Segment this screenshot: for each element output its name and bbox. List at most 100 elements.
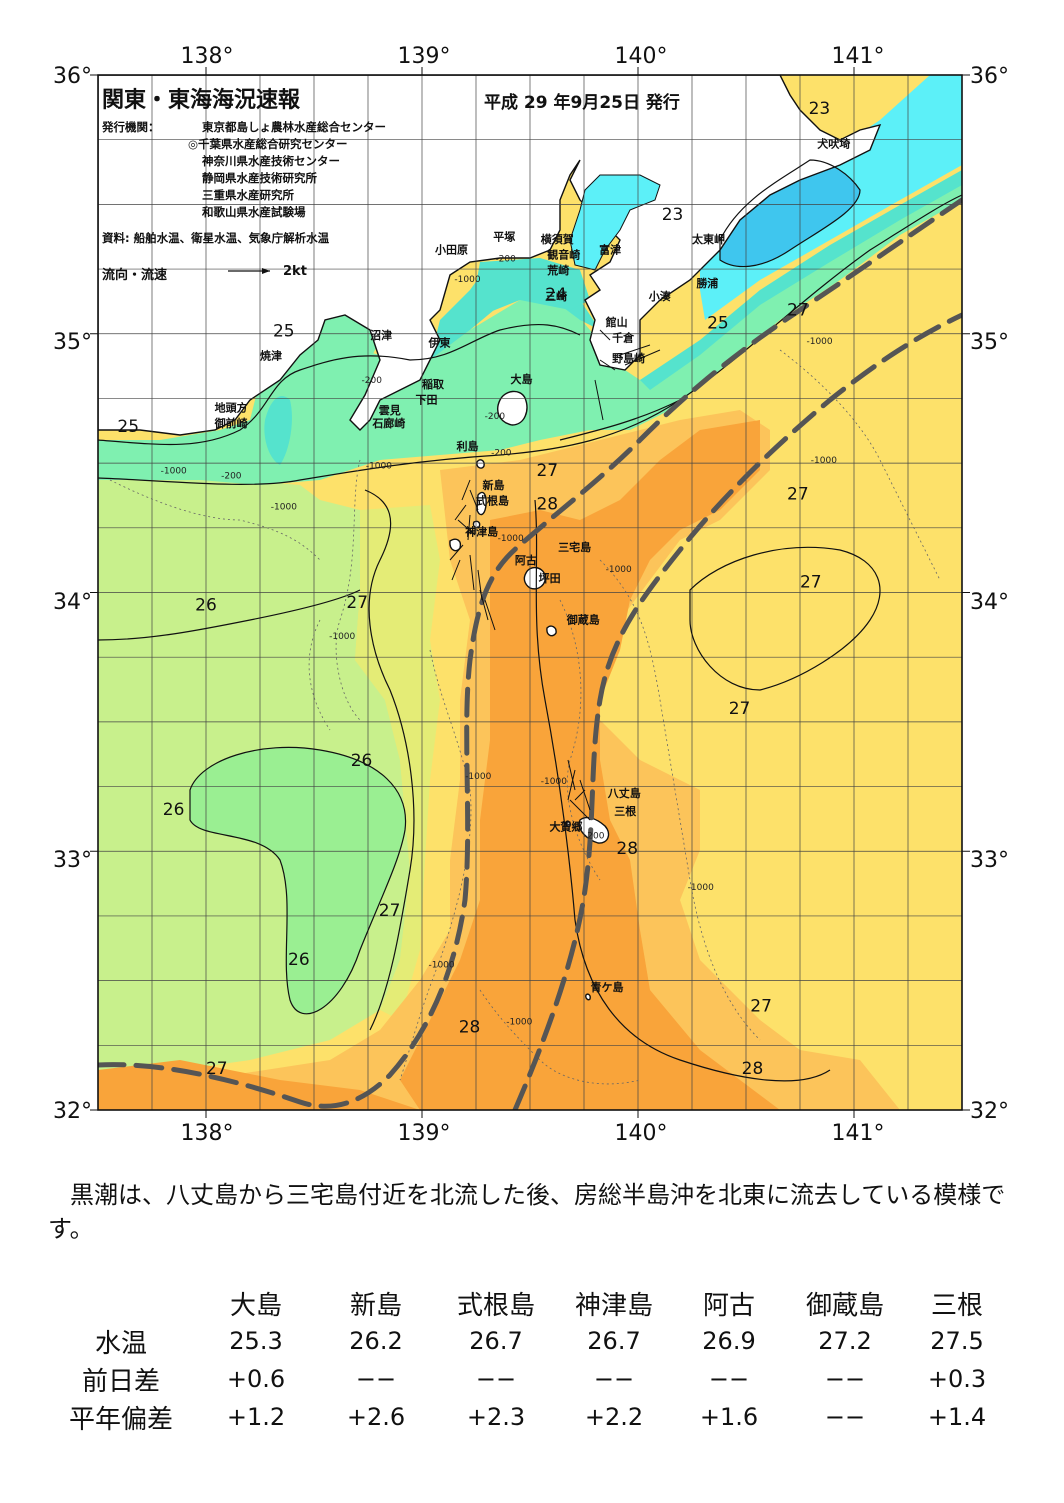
lat-label-right: 35° — [970, 330, 1009, 355]
issue-date: 平成 29 年9月25日 発行 — [484, 93, 680, 113]
isotherm-label: 26 — [288, 950, 310, 970]
grid — [98, 75, 962, 1110]
land-mikurajima — [546, 625, 557, 637]
isotherm-label: 27 — [206, 1059, 228, 1079]
table-cell: +2.3 — [466, 1403, 526, 1431]
water-tokyo-bay — [569, 174, 661, 271]
isotherm-label: 25 — [273, 321, 295, 341]
place-name: 御前崎 — [214, 416, 248, 430]
place-name: 大島 — [511, 372, 533, 386]
isotherm-label: 27 — [800, 572, 822, 592]
depth-label: -1000 — [506, 1018, 532, 1028]
lon-label-bottom: 138° — [181, 1121, 234, 1146]
lat-label-left: 34° — [53, 590, 92, 615]
place-name: 石廊崎 — [371, 416, 405, 430]
isotherm-label: 27 — [536, 461, 558, 481]
place-name: 新島 — [482, 478, 504, 492]
flow-legend-unit: 2kt — [283, 264, 307, 279]
table-cell: +2.2 — [584, 1403, 644, 1431]
lon-label-top: 140° — [615, 44, 668, 69]
station-temperature-table: 大島 新島 式根島 神津島 阿古 御蔵島 三根 水温 25.3 26.2 26.7 26… — [46, 1284, 1010, 1436]
lat-label-left: 36° — [53, 64, 92, 89]
table-cell: +0.3 — [927, 1365, 987, 1393]
table-cell: 26.7 — [587, 1327, 641, 1355]
table-row: 前日差 +0.6 −− −− −− −− −− +0.3 — [46, 1360, 1010, 1398]
place-name: 小田原 — [434, 243, 468, 257]
place-name: 館山 — [605, 315, 628, 329]
table-cell: +1.6 — [699, 1403, 759, 1431]
place-name: 沼津 — [370, 328, 392, 342]
table-cell: +1.2 — [226, 1403, 286, 1431]
issuer-item: 神奈川県水産技術センター — [202, 154, 340, 168]
lon-label-top: 139° — [398, 44, 451, 69]
lat-label-right: 32° — [970, 1099, 1009, 1124]
water-24-east — [640, 170, 962, 390]
table-cell: +0.6 — [226, 1365, 286, 1393]
isotherm-label: 28 — [616, 839, 638, 859]
depth-label: -1000 — [606, 565, 632, 575]
station-header: 阿古 — [702, 1290, 755, 1321]
table-cell: +2.6 — [346, 1403, 406, 1431]
issuer-item: 静岡県水産技術研究所 — [202, 171, 317, 185]
depth-label: -1000 — [811, 456, 837, 466]
depth-label: -1000 — [366, 461, 392, 471]
place-name: 神津島 — [465, 525, 498, 539]
depth-label: -1000 — [271, 503, 297, 513]
lon-label-top: 138° — [181, 44, 234, 69]
table-cell: 26.2 — [349, 1327, 403, 1355]
table-row: 水温 25.3 26.2 26.7 26.7 26.9 27.2 27.5 — [46, 1322, 1010, 1360]
sea-temperature-map: -200 -1000 -200 -200 -200 -1000 -1000 -200 -1000… — [53, 44, 1009, 1146]
kuroshio-main — [98, 197, 962, 1109]
depth-label: -1000 — [329, 632, 355, 642]
land-kozushima — [449, 538, 462, 552]
place-name: 八丈島 — [607, 786, 641, 800]
land-toshima — [476, 459, 485, 469]
isotherm-label: 23 — [662, 205, 684, 225]
table-cell: 26.9 — [702, 1327, 756, 1355]
map-area: -200 -1000 -200 -200 -200 -1000 -1000 -200 -1000… — [98, 75, 962, 1110]
land-oshima — [497, 390, 528, 426]
lat-label-right: 33° — [970, 848, 1009, 873]
place-name: 利島 — [457, 439, 479, 453]
place-name: 青ケ島 — [590, 980, 623, 994]
lat-label-left: 32° — [53, 1099, 92, 1124]
table-cell: −− — [355, 1365, 397, 1393]
water-suruga-deep — [264, 396, 292, 465]
isotherm-lines — [98, 159, 962, 1082]
isotherm-labels: 23 23 24 25 27 25 25 27 28 27 27 26 27 27 26 26 28 27 26 27… — [117, 99, 830, 1079]
data-source: 資料: 船舶水温、衛星水温、気象庁解析水温 — [102, 231, 330, 245]
place-name: 地頭方 — [215, 400, 248, 414]
row-header: 前日差 — [81, 1366, 160, 1397]
depth-label: -1000 — [454, 275, 480, 285]
issuer-item: 和歌山県水産試験場 — [202, 205, 306, 219]
depth-label: -200 — [221, 472, 242, 482]
isotherm-label: 26 — [163, 800, 185, 820]
isotherm-label: 27 — [750, 997, 772, 1017]
place-name: 伊東 — [427, 336, 451, 350]
land — [98, 75, 882, 1001]
depth-label: -1000 — [541, 777, 567, 787]
lon-label-top: 141° — [832, 44, 885, 69]
table-cell: +1.4 — [927, 1403, 987, 1431]
land-aogashima — [585, 993, 591, 1001]
depth-label: -1000 — [465, 772, 491, 782]
depth-label: -1000 — [688, 883, 714, 893]
depth-label: -1000 — [498, 534, 524, 544]
frame-ticks — [90, 67, 970, 1118]
place-name: 式根島 — [476, 494, 509, 508]
isotherm-label: 27 — [787, 301, 809, 321]
depth-label: -200 — [584, 831, 605, 841]
isotherm-label: 24 — [545, 285, 567, 305]
land-shikinejima — [472, 520, 481, 529]
isotherm-label: 25 — [117, 417, 139, 437]
water-27-east — [690, 547, 880, 690]
depth-label: -1000 — [428, 961, 454, 971]
place-name: 富津 — [599, 243, 621, 257]
flow-legend-arrow — [228, 268, 270, 274]
place-name: 三根 — [614, 804, 637, 818]
depth-label: -200 — [491, 448, 512, 458]
issuer-label: 発行機関： — [102, 120, 160, 134]
lat-label-left: 33° — [53, 848, 92, 873]
isotherm-label: 26 — [195, 596, 217, 616]
